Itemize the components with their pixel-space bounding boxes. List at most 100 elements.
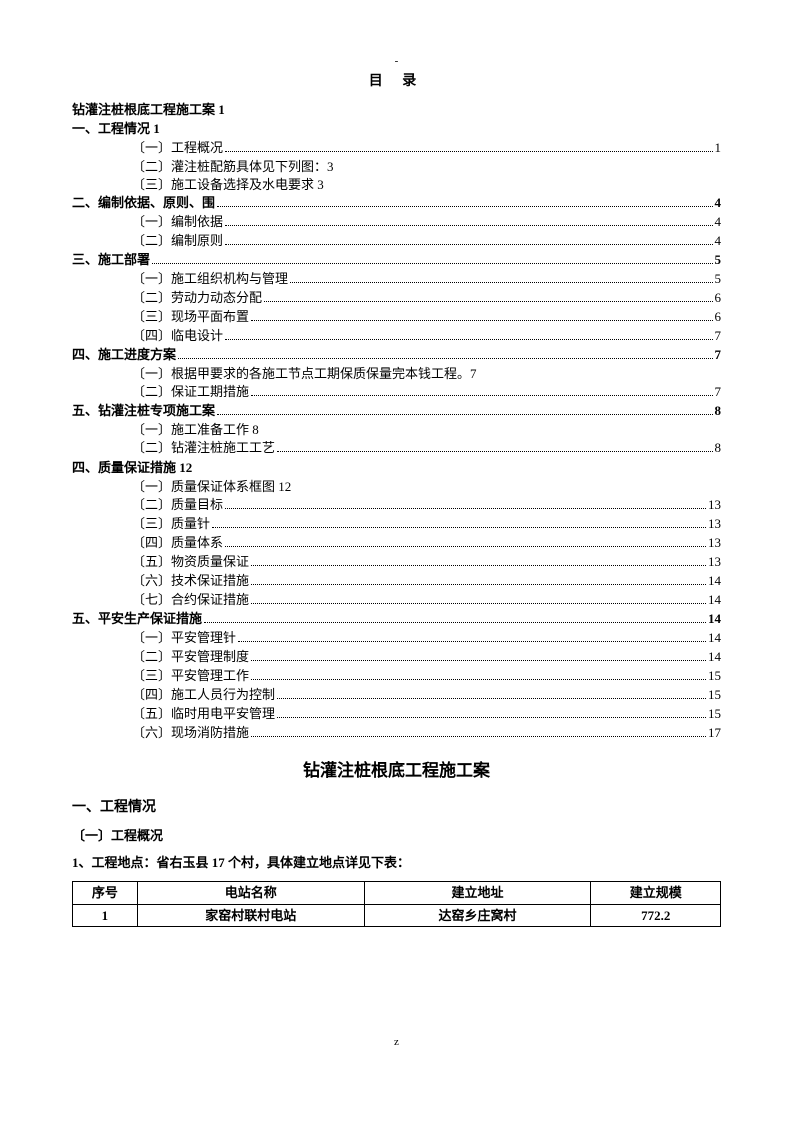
toc-entry-page: 6	[715, 310, 722, 323]
toc-container: 钻灌注桩根底工程施工案 1 一、工程情况 1 〔一〕工程概况 1 〔二〕灌注桩配筋具体见…	[72, 103, 721, 740]
table-header-row: 序号电站名称建立地址建立规模	[73, 882, 721, 905]
toc-plain-line: 钻灌注桩根底工程施工案 1	[72, 103, 721, 116]
station-table: 序号电站名称建立地址建立规模 1家窑村联村电站达窑乡庄窝村772.2	[72, 881, 721, 927]
toc-sub-plain-line: 〔三〕施工设备选择及水电要求 3	[72, 178, 721, 191]
toc-sub-row: 〔一〕平安管理针 14	[72, 631, 721, 645]
toc-leader	[212, 520, 706, 528]
toc-entry-page: 15	[708, 707, 721, 720]
toc-leader	[225, 332, 712, 340]
toc-leader	[217, 407, 712, 415]
toc-entry-label: 二、编制依据、原则、围	[72, 196, 215, 209]
toc-sub-row: 〔三〕现场平面布置 6	[72, 310, 721, 324]
toc-section-row: 五、钻灌注桩专项施工案 8	[72, 404, 721, 418]
toc-leader	[277, 444, 712, 452]
table-header-cell: 建立规模	[591, 882, 721, 905]
toc-entry-label: 〔二〕质量目标	[132, 498, 223, 511]
toc-entry-label: 〔四〕施工人员行为控制	[132, 688, 275, 701]
toc-leader	[290, 275, 712, 283]
toc-section-row: 三、施工部署5	[72, 253, 721, 267]
toc-leader	[225, 539, 706, 547]
toc-entry-page: 7	[715, 329, 722, 342]
table-header-cell: 建立地址	[364, 882, 591, 905]
toc-sub-row: 〔六〕现场消防措施 17	[72, 726, 721, 740]
toc-entry-label: 〔一〕平安管理针	[132, 631, 236, 644]
toc-leader	[251, 577, 706, 585]
toc-entry-page: 14	[708, 574, 721, 587]
toc-entry-label: 〔二〕劳动力动态分配	[132, 291, 262, 304]
toc-entry-label: 〔四〕质量体系	[132, 536, 223, 549]
toc-entry-label: 〔一〕工程概况	[132, 141, 223, 154]
toc-entry-label: 〔三〕现场平面布置	[132, 310, 249, 323]
toc-leader	[225, 144, 712, 152]
toc-entry-page: 14	[708, 612, 721, 625]
toc-sub-row: 〔六〕技术保证措施 14	[72, 574, 721, 588]
table-cell: 达窑乡庄窝村	[364, 904, 591, 927]
toc-entry-page: 17	[708, 726, 721, 739]
toc-sub-row: 〔四〕质量体系 13	[72, 536, 721, 550]
body-paragraph: 1、工程地点：省右玉县 17 个村，具体建立地点详见下表：	[72, 856, 721, 869]
toc-entry-page: 5	[715, 272, 722, 285]
toc-sub-row: 〔三〕平安管理工作 15	[72, 669, 721, 683]
toc-leader	[251, 672, 706, 680]
heading-level-1: 一、工程情况	[72, 801, 721, 815]
toc-entry-page: 14	[708, 650, 721, 663]
toc-sub-plain-line: 〔一〕根据甲要求的各施工节点工期保质保量完本钱工程。7	[72, 367, 721, 380]
toc-sub-row: 〔五〕物资质量保证 13	[72, 555, 721, 569]
toc-sub-plain-line: 〔一〕施工准备工作 8	[72, 423, 721, 436]
toc-entry-label: 〔七〕合约保证措施	[132, 593, 249, 606]
toc-entry-page: 7	[715, 385, 722, 398]
toc-leader	[251, 653, 706, 661]
toc-leader	[251, 596, 706, 604]
table-cell: 1	[73, 904, 138, 927]
toc-entry-page: 8	[715, 441, 722, 454]
toc-entry-label: 〔五〕物资质量保证	[132, 555, 249, 568]
toc-entry-label: 〔三〕平安管理工作	[132, 669, 249, 682]
toc-entry-page: 13	[708, 517, 721, 530]
toc-entry-page: 4	[715, 234, 722, 247]
toc-section-row: 二、编制依据、原则、围4	[72, 196, 721, 210]
toc-sub-row: 〔一〕工程概况 1	[72, 141, 721, 155]
toc-leader	[277, 710, 706, 718]
toc-sub-row: 〔四〕施工人员行为控制 15	[72, 688, 721, 702]
toc-entry-page: 8	[715, 404, 722, 417]
toc-entry-label: 〔二〕钻灌注桩施工工艺	[132, 441, 275, 454]
document-title: 钻灌注桩根底工程施工案	[72, 762, 721, 779]
footer-mark: z	[72, 1037, 721, 1048]
toc-entry-label: 五、平安生产保证措施	[72, 612, 202, 625]
toc-sub-row: 〔七〕合约保证措施14	[72, 593, 721, 607]
toc-entry-page: 1	[715, 141, 722, 154]
toc-sub-row: 〔二〕钻灌注桩施工工艺 8	[72, 441, 721, 455]
toc-entry-label: 〔二〕平安管理制度	[132, 650, 249, 663]
toc-entry-page: 15	[708, 688, 721, 701]
toc-entry-page: 15	[708, 669, 721, 682]
toc-entry-page: 14	[708, 631, 721, 644]
toc-sub-row: 〔二〕保证工期措施7	[72, 385, 721, 399]
toc-leader	[251, 313, 712, 321]
toc-entry-label: 〔二〕编制原则	[132, 234, 223, 247]
toc-leader	[204, 615, 706, 623]
toc-leader	[217, 199, 712, 207]
toc-entry-page: 13	[708, 536, 721, 549]
header-mark: -	[72, 56, 721, 67]
toc-entry-page: 7	[715, 348, 722, 361]
toc-entry-label: 五、钻灌注桩专项施工案	[72, 404, 215, 417]
toc-sub-plain-line: 〔二〕灌注桩配筋具体见下列图：3	[72, 160, 721, 173]
toc-plain-line: 一、工程情况 1	[72, 122, 721, 135]
toc-plain-line: 四、质量保证措施 12	[72, 461, 721, 474]
toc-entry-label: 四、施工进度方案	[72, 348, 176, 361]
toc-entry-label: 〔六〕现场消防措施	[132, 726, 249, 739]
toc-leader	[277, 691, 706, 699]
toc-entry-label: 三、施工部署	[72, 253, 150, 266]
toc-section-row: 四、施工进度方案 7	[72, 348, 721, 362]
toc-sub-row: 〔一〕编制依据4	[72, 215, 721, 229]
toc-entry-label: 〔五〕临时用电平安管理	[132, 707, 275, 720]
toc-sub-row: 〔二〕编制原则 4	[72, 234, 721, 248]
table-header-cell: 序号	[73, 882, 138, 905]
toc-entry-page: 13	[708, 498, 721, 511]
toc-entry-label: 〔六〕技术保证措施	[132, 574, 249, 587]
heading-level-2: 〔一〕工程概况	[72, 829, 721, 842]
toc-entry-page: 13	[708, 555, 721, 568]
toc-sub-row: 〔四〕临电设计 7	[72, 329, 721, 343]
toc-entry-label: 〔四〕临电设计	[132, 329, 223, 342]
toc-leader	[251, 558, 706, 566]
